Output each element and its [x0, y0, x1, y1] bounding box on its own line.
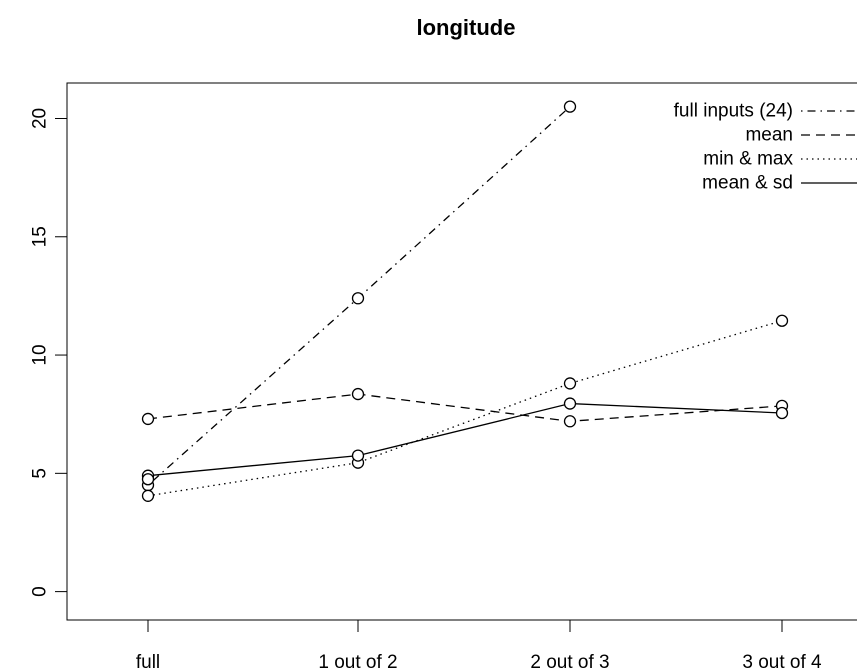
series-line-2 — [147, 320, 783, 497]
data-point — [141, 412, 155, 426]
legend-label: mean & sd — [702, 173, 793, 194]
y-tick-label: 10 — [30, 344, 51, 365]
x-tick-label: 2 out of 3 — [530, 652, 609, 672]
series-line-3 — [147, 402, 783, 477]
y-tick-label: 20 — [30, 108, 51, 129]
legend-label: mean — [745, 125, 793, 146]
legend-label: min & max — [703, 149, 793, 170]
data-point — [563, 397, 577, 410]
y-tick-label: 0 — [30, 586, 51, 597]
data-point — [141, 489, 155, 502]
data-point — [351, 449, 365, 462]
data-point — [563, 377, 577, 390]
y-tick-label: 5 — [30, 468, 51, 479]
x-tick-label: full — [136, 652, 160, 672]
x-tick-label: 1 out of 2 — [318, 652, 397, 672]
chart-title: longitude — [417, 15, 516, 40]
data-point — [775, 314, 789, 327]
legend-label: full inputs (24) — [674, 101, 793, 122]
series-line-1 — [147, 393, 783, 422]
series-layer — [147, 106, 783, 497]
data-point — [141, 473, 155, 486]
y-axis: 0 5 10 15 20 — [30, 108, 68, 597]
data-point — [351, 387, 365, 401]
data-point — [775, 406, 789, 420]
data-point — [351, 292, 365, 305]
x-tick-label: 3 out of 4 — [742, 652, 822, 672]
data-point — [563, 415, 577, 428]
data-point — [563, 100, 577, 113]
legend: full inputs (24) mean min & max mean & sd — [674, 101, 857, 194]
y-tick-label: 15 — [30, 226, 51, 247]
x-axis: full 1 out of 2 2 out of 3 3 out of 4 — [136, 619, 822, 672]
points-layer — [141, 100, 789, 502]
